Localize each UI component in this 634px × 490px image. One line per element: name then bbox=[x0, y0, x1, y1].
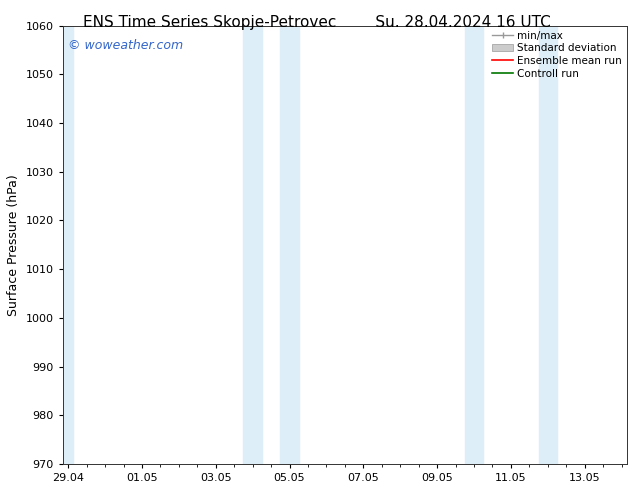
Bar bbox=[280, 25, 299, 464]
Bar bbox=[243, 25, 262, 464]
Bar bbox=[63, 25, 73, 464]
Legend: min/max, Standard deviation, Ensemble mean run, Controll run: min/max, Standard deviation, Ensemble me… bbox=[490, 29, 624, 81]
Bar bbox=[465, 25, 483, 464]
Text: ENS Time Series Skopje-Petrovec        Su. 28.04.2024 16 UTC: ENS Time Series Skopje-Petrovec Su. 28.0… bbox=[83, 15, 551, 30]
Text: © woweather.com: © woweather.com bbox=[68, 39, 183, 52]
Bar bbox=[538, 25, 557, 464]
Y-axis label: Surface Pressure (hPa): Surface Pressure (hPa) bbox=[7, 174, 20, 316]
